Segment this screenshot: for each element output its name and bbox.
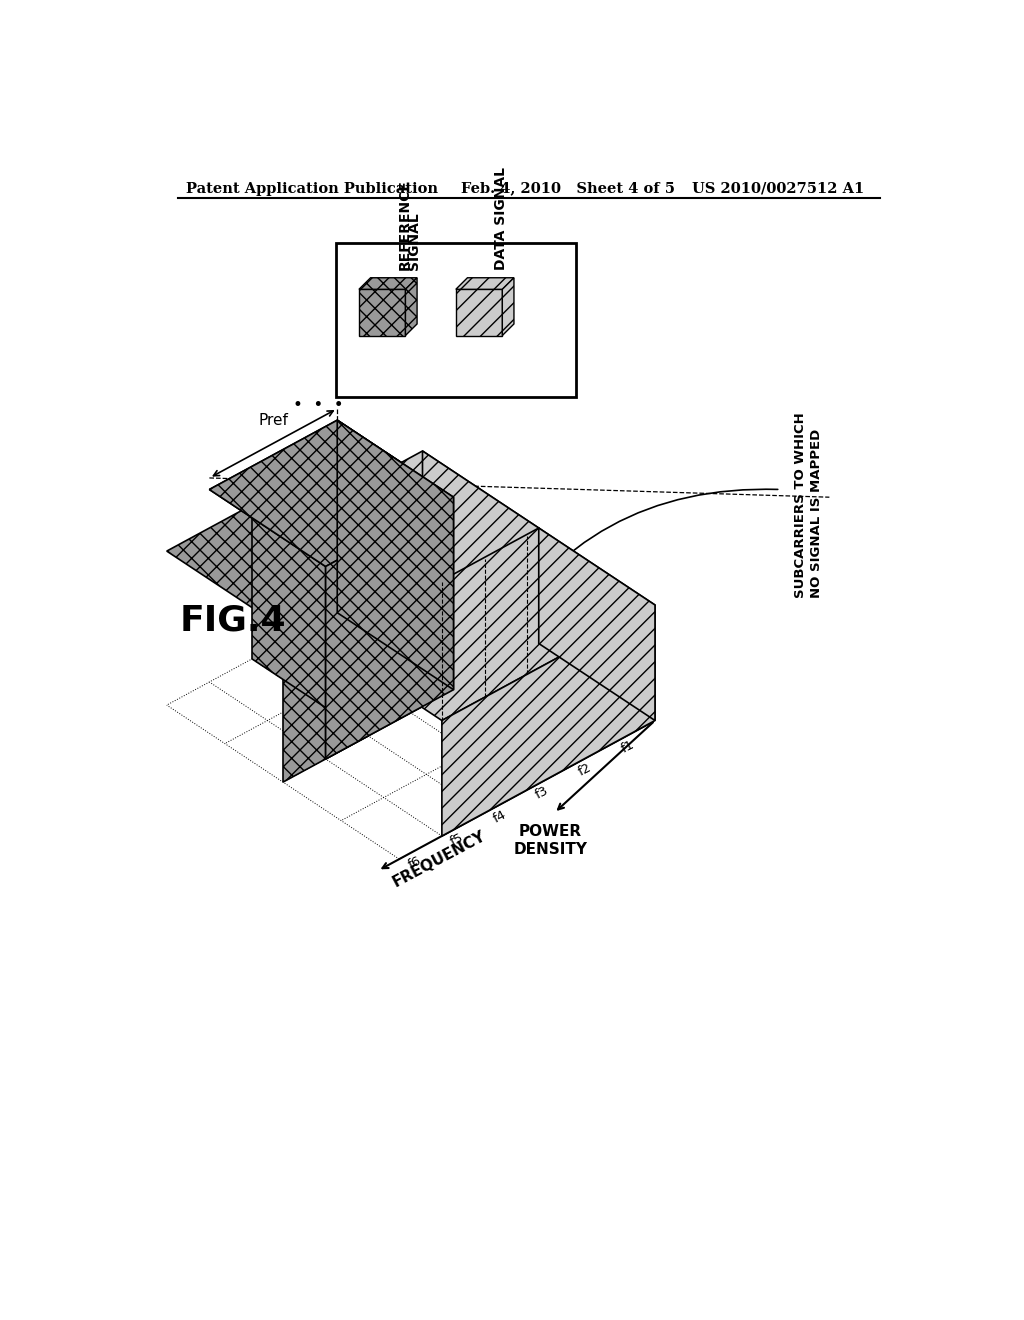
Polygon shape bbox=[326, 498, 454, 759]
Text: f2: f2 bbox=[575, 762, 594, 779]
Text: f3: f3 bbox=[534, 784, 551, 803]
Polygon shape bbox=[283, 582, 369, 781]
Text: Pref: Pref bbox=[258, 413, 288, 428]
Polygon shape bbox=[359, 277, 417, 289]
Text: t3: t3 bbox=[521, 614, 536, 627]
Text: TIME: TIME bbox=[369, 520, 411, 536]
Text: f4: f4 bbox=[490, 808, 509, 825]
Polygon shape bbox=[326, 528, 655, 721]
Polygon shape bbox=[454, 528, 539, 689]
Text: SIGNAL: SIGNAL bbox=[408, 213, 422, 271]
Polygon shape bbox=[337, 451, 539, 574]
Bar bbox=[336, 243, 575, 397]
Text: FREQUENCY: FREQUENCY bbox=[389, 828, 487, 890]
Text: Feb. 4, 2010   Sheet 4 of 5: Feb. 4, 2010 Sheet 4 of 5 bbox=[461, 182, 675, 195]
Polygon shape bbox=[209, 420, 454, 566]
Text: PH: PH bbox=[552, 651, 573, 667]
Polygon shape bbox=[503, 277, 514, 335]
Text: SUBCARRIERS TO WHICH
NO SIGNAL IS MAPPED: SUBCARRIERS TO WHICH NO SIGNAL IS MAPPED bbox=[795, 412, 822, 598]
Polygon shape bbox=[252, 506, 369, 737]
Polygon shape bbox=[423, 451, 539, 644]
Text: US 2010/0027512 A1: US 2010/0027512 A1 bbox=[692, 182, 864, 195]
Text: t4: t4 bbox=[463, 576, 477, 589]
Polygon shape bbox=[167, 506, 369, 628]
Text: POWER
DENSITY: POWER DENSITY bbox=[513, 825, 588, 857]
Text: DATA SIGNAL: DATA SIGNAL bbox=[495, 168, 508, 271]
Polygon shape bbox=[209, 420, 454, 566]
Text: FIG.4: FIG.4 bbox=[179, 603, 286, 638]
Text: REFERENCE: REFERENCE bbox=[397, 180, 412, 271]
Polygon shape bbox=[456, 277, 514, 289]
Polygon shape bbox=[337, 420, 454, 689]
Polygon shape bbox=[539, 528, 655, 721]
Polygon shape bbox=[359, 289, 406, 335]
Text: •  •  •: • • • bbox=[293, 396, 343, 413]
Polygon shape bbox=[442, 605, 655, 836]
Text: f5: f5 bbox=[449, 830, 466, 849]
Polygon shape bbox=[456, 289, 503, 335]
Text: t2: t2 bbox=[580, 652, 594, 665]
Polygon shape bbox=[337, 420, 454, 689]
Text: t1: t1 bbox=[638, 690, 652, 705]
Text: Patent Application Publication: Patent Application Publication bbox=[186, 182, 438, 195]
Polygon shape bbox=[326, 498, 454, 759]
Text: f6: f6 bbox=[406, 854, 423, 871]
Polygon shape bbox=[406, 277, 417, 335]
Text: f1: f1 bbox=[618, 738, 636, 756]
